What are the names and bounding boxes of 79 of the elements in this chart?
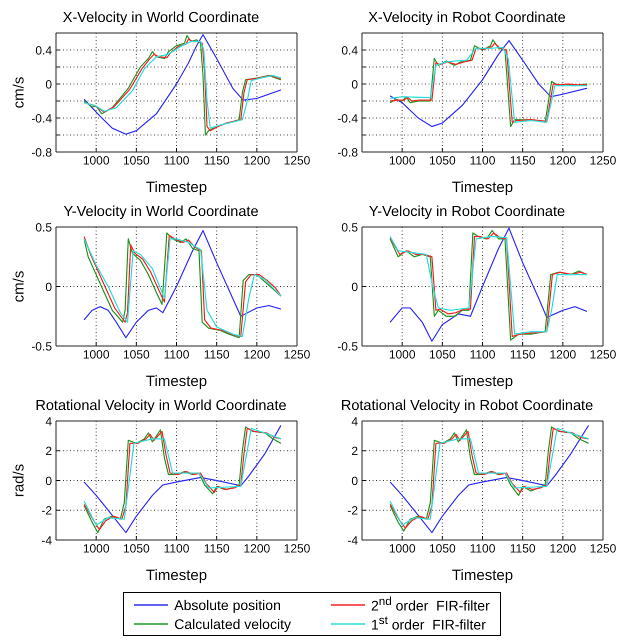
x-tick-label: 1150 bbox=[510, 542, 536, 556]
y-tick-label: -0.5 bbox=[337, 339, 358, 354]
x-tick-label: 1200 bbox=[549, 542, 577, 556]
y-tick-label: 0 bbox=[351, 474, 358, 488]
x-tick-label: 1200 bbox=[243, 542, 271, 556]
x-tick-label: 1100 bbox=[470, 348, 496, 362]
x-tick-label: 1000 bbox=[82, 542, 110, 556]
y-axis-title: cm/s bbox=[10, 270, 28, 302]
y-tick-label: 0.5 bbox=[341, 220, 358, 234]
y-tick-label: 0 bbox=[351, 77, 358, 92]
y-tick-label: -2 bbox=[41, 504, 52, 518]
x-tick-label: 1150 bbox=[204, 154, 230, 168]
x-tick-label: 1000 bbox=[388, 348, 416, 362]
y-tick-label: -4 bbox=[41, 533, 52, 548]
y-tick-label: 2 bbox=[45, 444, 52, 458]
y-tick-label: 0 bbox=[45, 474, 52, 488]
chart-title: X-Velocity in Robot Coordinate bbox=[367, 9, 567, 28]
x-axis-title: Timestep bbox=[146, 179, 208, 196]
chart-title: Y-Velocity in World Coordinate bbox=[62, 203, 260, 222]
y-tick-label: 0 bbox=[45, 280, 52, 294]
legend-label: Calculated velocity bbox=[174, 616, 291, 632]
x-tick-label: 1100 bbox=[164, 154, 190, 168]
x-tick-label: 1100 bbox=[164, 542, 190, 556]
x-tick-label: 1250 bbox=[284, 348, 311, 362]
y-tick-label: -2 bbox=[347, 504, 358, 518]
y-axis-title: rad/s bbox=[10, 464, 28, 498]
x-tick-label: 1250 bbox=[590, 154, 617, 168]
y-tick-label: -0.8 bbox=[31, 145, 52, 160]
x-tick-label: 1050 bbox=[428, 154, 456, 168]
x-tick-label: 1100 bbox=[470, 542, 496, 556]
x-axis-title: Timestep bbox=[146, 373, 208, 390]
chart-title: X-Velocity in World Coordinate bbox=[62, 9, 260, 28]
x-tick-label: 1100 bbox=[470, 154, 496, 168]
y-tick-label: -0.4 bbox=[31, 111, 52, 126]
x-axis-title: Timestep bbox=[146, 567, 208, 584]
x-tick-label: 1250 bbox=[284, 542, 311, 556]
x-tick-label: 1150 bbox=[510, 348, 536, 362]
x-tick-label: 1200 bbox=[243, 348, 271, 362]
y-tick-label: 0 bbox=[45, 77, 52, 92]
x-tick-label: 1150 bbox=[510, 154, 536, 168]
y-tick-label: 4 bbox=[351, 414, 358, 428]
legend-label: 2$^{nd}$ order FIR-filter bbox=[370, 595, 490, 614]
chart-title: Rotational Velocity in World Coordinate bbox=[34, 397, 288, 416]
y-axis-title: cm/s bbox=[10, 76, 28, 108]
x-tick-label: 1000 bbox=[82, 154, 110, 168]
x-tick-label: 1050 bbox=[428, 542, 456, 556]
x-tick-label: 1000 bbox=[82, 348, 110, 362]
x-axis-title: Timestep bbox=[452, 179, 514, 196]
y-tick-label: -0.8 bbox=[337, 145, 358, 160]
x-tick-label: 1250 bbox=[590, 542, 617, 556]
x-tick-label: 1200 bbox=[549, 154, 577, 168]
y-tick-label: -0.5 bbox=[31, 339, 52, 354]
x-tick-label: 1100 bbox=[164, 348, 190, 362]
x-tick-label: 1150 bbox=[204, 542, 230, 556]
y-tick-label: 0.5 bbox=[35, 220, 52, 234]
x-axis-title: Timestep bbox=[452, 567, 514, 584]
y-tick-label: -4 bbox=[347, 533, 358, 548]
y-tick-label: 4 bbox=[45, 414, 52, 428]
y-tick-label: 0.4 bbox=[35, 43, 52, 58]
x-tick-label: 1000 bbox=[388, 542, 416, 556]
y-tick-label: 0 bbox=[351, 280, 358, 294]
x-tick-label: 1050 bbox=[428, 348, 456, 362]
y-tick-label: 0.4 bbox=[341, 43, 358, 58]
x-axis-title: Timestep bbox=[452, 373, 514, 390]
x-tick-label: 1200 bbox=[549, 348, 577, 362]
legend-label: 1$^{st}$ order FIR-filter bbox=[370, 614, 486, 633]
x-tick-label: 1000 bbox=[388, 154, 416, 168]
x-tick-label: 1050 bbox=[122, 542, 150, 556]
x-tick-label: 1200 bbox=[243, 154, 271, 168]
x-tick-label: 1250 bbox=[284, 154, 311, 168]
x-tick-label: 1050 bbox=[122, 154, 150, 168]
x-tick-label: 1050 bbox=[122, 348, 150, 362]
x-tick-label: 1150 bbox=[204, 348, 230, 362]
y-tick-label: -0.4 bbox=[337, 111, 358, 126]
legend-label: Absolute position bbox=[174, 596, 281, 612]
chart-title: Rotational Velocity in Robot Coordinate bbox=[340, 397, 594, 416]
x-tick-label: 1250 bbox=[590, 348, 617, 362]
chart-title: Y-Velocity in Robot Coordinate bbox=[368, 203, 566, 222]
y-tick-label: 2 bbox=[351, 444, 358, 458]
